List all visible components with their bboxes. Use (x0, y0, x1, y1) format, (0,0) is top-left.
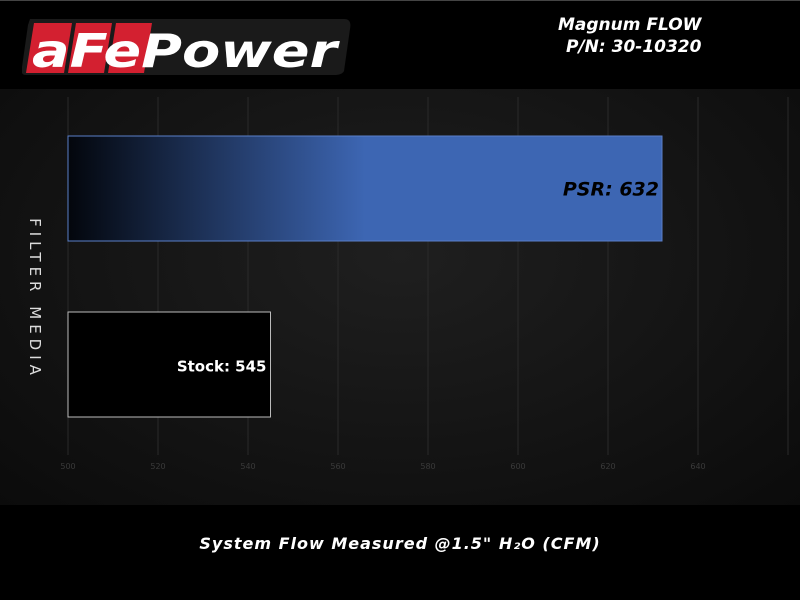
chart-title: Magnum FLOW (558, 15, 702, 35)
bar-stock (67, 311, 271, 418)
bar-psr (67, 135, 663, 242)
x-axis-label: System Flow Measured @1.5" H₂O (CFM) (199, 534, 601, 553)
part-number: P/N: 30-10320 (566, 37, 702, 57)
x-tick-label: 620 (600, 462, 615, 471)
afe-power-logo: aFePower (22, 19, 351, 77)
svg-text:aFePower: aFePower (32, 24, 341, 77)
y-axis-label: FILTER MEDIA (26, 218, 44, 380)
x-tick-label: 540 (240, 462, 255, 471)
data-label-stock: Stock: 545 (177, 358, 267, 376)
data-label-psr: PSR: 632 (563, 179, 659, 201)
x-tick-label: 600 (510, 462, 525, 471)
x-tick-label: 640 (690, 462, 705, 471)
footer (0, 505, 800, 600)
bar-chart: PSR: 632 Stock: 545 500 520 540 560 580 600 620… (60, 97, 789, 471)
x-tick-label: 560 (330, 462, 345, 471)
x-tick-label: 500 (60, 462, 75, 471)
x-tick-label: 520 (150, 462, 165, 471)
header: aFePower Magnum FLOW P/N: 30-10320 (0, 0, 800, 90)
x-tick-label: 580 (420, 462, 435, 471)
